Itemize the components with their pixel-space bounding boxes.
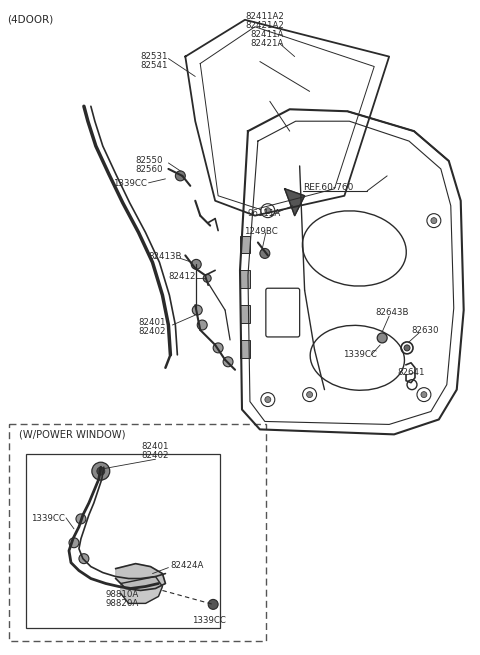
Circle shape [265,396,271,403]
Text: 1339CC: 1339CC [113,179,146,188]
Circle shape [223,357,233,367]
Text: 1339CC: 1339CC [192,616,226,626]
Circle shape [192,259,201,269]
Circle shape [192,305,202,315]
Polygon shape [120,576,162,603]
Text: 82550: 82550 [136,156,163,165]
Text: 82402: 82402 [142,451,169,460]
Text: 1339CC: 1339CC [343,350,377,359]
Text: 82560: 82560 [136,165,163,174]
Text: 82630: 82630 [411,326,439,335]
Text: 1339CC: 1339CC [31,514,65,523]
Text: 98820A: 98820A [106,599,139,608]
Bar [9,424,266,641]
Text: 82411A: 82411A [250,29,283,39]
Circle shape [265,208,271,214]
Polygon shape [285,189,305,215]
Text: 1249BC: 1249BC [244,227,278,236]
Text: 82541: 82541 [141,60,168,69]
Text: (W/POWER WINDOW): (W/POWER WINDOW) [19,430,126,440]
Text: 82413B: 82413B [148,252,182,261]
Circle shape [377,333,387,343]
Polygon shape [116,563,166,590]
Circle shape [213,343,223,353]
Circle shape [69,538,79,548]
Text: (4DOOR): (4DOOR) [7,15,54,25]
Circle shape [307,392,312,398]
Text: 82643B: 82643B [375,308,408,317]
Bar [240,271,250,288]
Text: 82401: 82401 [139,318,166,327]
Circle shape [197,320,207,330]
Circle shape [421,392,427,398]
Circle shape [404,345,410,351]
Text: 82421A: 82421A [250,39,283,48]
Bar [240,236,250,253]
Circle shape [431,217,437,223]
Bar [240,305,250,323]
Text: 82402: 82402 [139,327,166,336]
Circle shape [260,248,270,259]
Circle shape [76,514,86,524]
Text: 82412: 82412 [168,272,196,281]
Circle shape [97,467,105,475]
Circle shape [92,462,110,480]
Text: 82401: 82401 [142,442,169,451]
Text: 98810A: 98810A [106,590,139,599]
Bar [26,455,220,628]
Text: 96111A: 96111A [248,209,281,217]
Text: 82411A2: 82411A2 [245,12,284,21]
Circle shape [175,171,185,181]
Text: 82531: 82531 [141,52,168,61]
Circle shape [79,553,89,563]
Bar [240,340,250,358]
Text: REF.60-760: REF.60-760 [302,183,353,192]
Text: 82424A: 82424A [170,561,204,570]
Text: 82641: 82641 [397,367,425,377]
Circle shape [208,599,218,609]
Circle shape [203,274,211,282]
Text: 82421A2: 82421A2 [245,21,284,29]
